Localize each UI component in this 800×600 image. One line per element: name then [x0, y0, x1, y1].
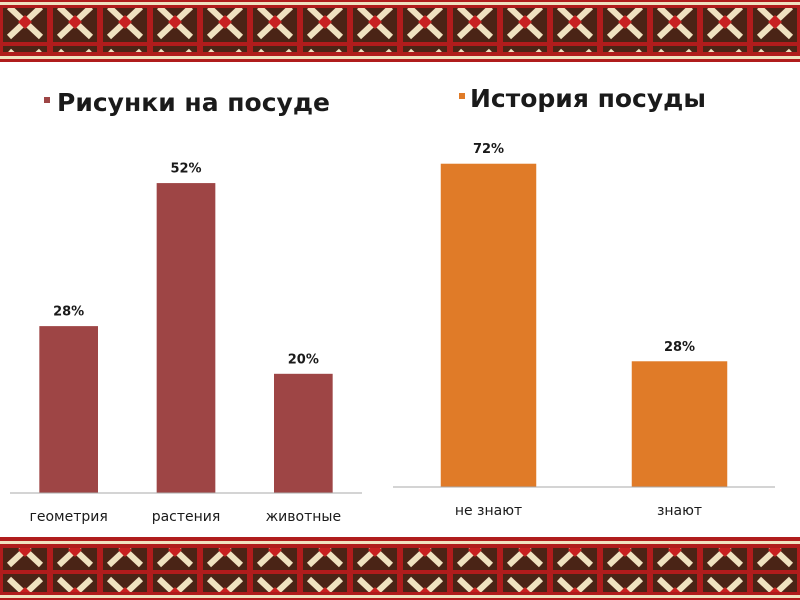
bar [274, 373, 333, 493]
bar [156, 183, 216, 493]
x-tick-label: не знают [455, 503, 522, 519]
bottom-border [0, 537, 800, 600]
value-label: 28% [664, 340, 695, 355]
value-label: 52% [170, 162, 201, 177]
bar [440, 163, 537, 487]
x-tick-label: животные [266, 509, 342, 525]
bar [39, 326, 98, 493]
chart-title: История посуды [470, 84, 706, 113]
value-label: 20% [288, 352, 319, 367]
value-label: 28% [53, 305, 84, 320]
value-label: 72% [473, 142, 504, 157]
bar [631, 361, 728, 487]
chart-title: Рисунки на посуде [57, 88, 330, 117]
top-border [0, 0, 800, 62]
x-tick-label: растения [152, 509, 221, 525]
x-tick-label: знают [657, 503, 702, 519]
legend-marker [44, 97, 50, 103]
legend-marker [459, 93, 465, 99]
x-tick-label: геометрия [30, 509, 108, 525]
